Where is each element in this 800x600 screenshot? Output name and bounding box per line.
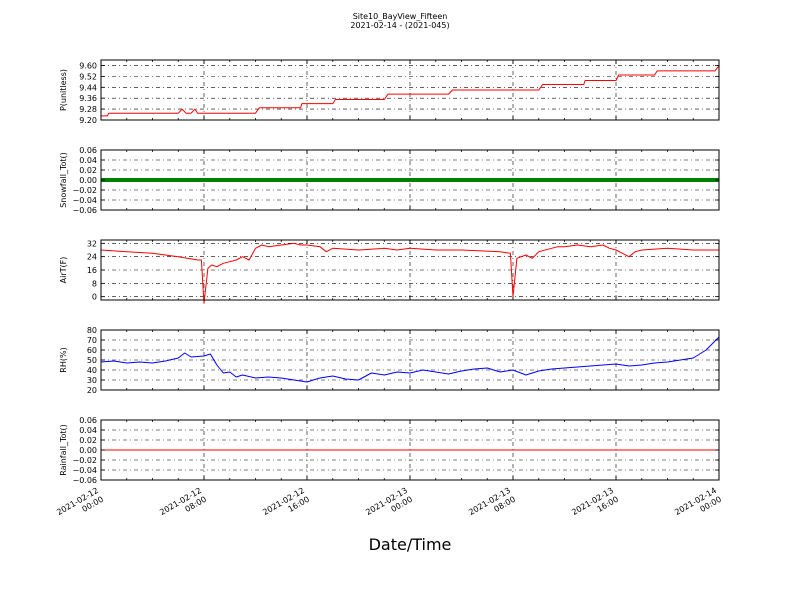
chart-subtitle: 2021-02-14 - (2021-045) (350, 21, 449, 30)
y-tick-label: −0.06 (72, 206, 97, 215)
y-tick-label: 30 (87, 376, 97, 385)
y-tick-label: 50 (87, 356, 97, 365)
y-tick-label: 9.36 (79, 94, 97, 103)
y-tick-label: 9.20 (79, 116, 97, 125)
y-tick-label: 60 (87, 346, 97, 355)
y-tick-label: −0.02 (72, 456, 97, 465)
plot-frame (100, 59, 720, 121)
chart-title: Site10_BayView_Fifteen (353, 12, 448, 21)
y-tick-label: 0.00 (79, 446, 97, 455)
y-tick-label: 0.06 (79, 146, 97, 155)
y-tick-label: 0.06 (79, 416, 97, 425)
y-tick-label: −0.06 (72, 476, 97, 485)
y-tick-label: 9.52 (79, 72, 97, 81)
y-tick-label: 70 (87, 336, 97, 345)
panel-3: 32 24 16 8 0 AirT(F) (59, 239, 720, 304)
x-axis-label: Date/Time (369, 535, 452, 554)
y-tick-label: −0.04 (72, 466, 97, 475)
y-axis-label: RH(%) (59, 347, 68, 372)
y-tick-label: 0.02 (79, 166, 97, 175)
panel-1: 9.60 9.52 9.44 9.36 9.28 9.20 P(unitless) (59, 59, 720, 125)
y-tick-label: 9.28 (79, 105, 97, 114)
y-tick-label: 0 (92, 293, 97, 302)
y-axis-label: Rainfall_Tot() (59, 424, 68, 476)
y-tick-label: 9.44 (79, 83, 97, 92)
series-line (100, 242, 719, 304)
y-tick-label: 0.00 (79, 176, 97, 185)
y-axis-label: P(unitless) (59, 69, 68, 111)
y-tick-label: 9.60 (79, 61, 97, 70)
y-tick-label: 32 (87, 239, 97, 248)
panel-2: 0.060.040.020.00−0.02−0.04−0.06 Snowfall_… (59, 146, 720, 215)
panels: 9.609.529.449.369.289.20P(unitless)0.060… (59, 59, 720, 485)
y-tick-label: 80 (87, 326, 97, 335)
y-tick-label: −0.04 (72, 196, 97, 205)
panel-5: 0.060.040.020.00−0.02−0.04−0.06 Rainfall_… (59, 416, 720, 485)
series-line (100, 336, 720, 383)
y-tick-label: 0.02 (79, 436, 97, 445)
y-axis-label: AirT(F) (59, 257, 68, 284)
y-tick-label: 40 (87, 366, 97, 375)
y-tick-label: 8 (92, 279, 97, 288)
y-tick-label: −0.02 (72, 186, 97, 195)
y-tick-label: 16 (87, 266, 97, 275)
y-tick-label: 20 (87, 386, 97, 395)
series-line (101, 65, 720, 117)
y-tick-label: 0.04 (79, 156, 97, 165)
y-tick-label: 24 (87, 253, 97, 262)
y-axis-label: Snowfall_Tot() (59, 152, 68, 208)
y-tick-label: 0.04 (79, 426, 97, 435)
